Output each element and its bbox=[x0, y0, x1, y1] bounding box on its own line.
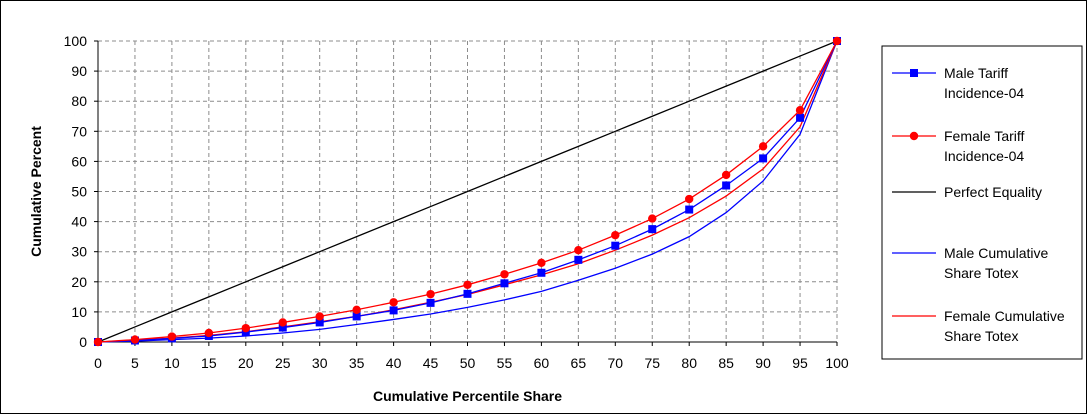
data-point-male-tariff-incidence-04 bbox=[389, 306, 398, 315]
x-tick-label: 5 bbox=[131, 355, 139, 371]
x-tick-label: 45 bbox=[423, 355, 439, 371]
data-point-male-tariff-incidence-04 bbox=[574, 255, 583, 264]
x-tick-label: 75 bbox=[644, 355, 660, 371]
legend-label: Female Cumulative bbox=[944, 308, 1065, 324]
x-tick-label: 80 bbox=[681, 355, 697, 371]
data-point-male-tariff-incidence-04 bbox=[500, 279, 509, 288]
y-tick-label: 40 bbox=[71, 214, 87, 230]
x-tick-label: 85 bbox=[718, 355, 734, 371]
legend-entry-male-cumulative-share-totex: Male Cumulative Share Totex bbox=[892, 245, 1048, 281]
data-point-female-tariff-incidence-04 bbox=[648, 214, 657, 223]
data-point-female-tariff-incidence-04 bbox=[278, 318, 287, 327]
x-tick-label: 35 bbox=[349, 355, 365, 371]
tick-labels: 0 10 20 30 40 50 60 70 80 90 100 0 5 10 15 20 25 30 35 40 45… bbox=[64, 33, 849, 371]
data-point-female-tariff-incidence-04 bbox=[685, 194, 694, 204]
y-tick-label: 0 bbox=[79, 334, 87, 350]
series-line-male-cumulative-share-totex bbox=[97, 40, 838, 343]
x-tick-label: 90 bbox=[755, 355, 771, 371]
series-male-cumulative-share-totex bbox=[97, 40, 838, 343]
data-point-female-tariff-incidence-04 bbox=[574, 245, 583, 255]
legend: Male Tariff Incidence-04 Female Tariff Inci… bbox=[881, 45, 1083, 360]
series-female-tariff-incidence-04 bbox=[93, 36, 842, 347]
data-point-male-tariff-incidence-04 bbox=[722, 181, 731, 190]
y-tick-label: 70 bbox=[71, 123, 87, 139]
x-tick-label: 30 bbox=[312, 355, 328, 371]
data-point-female-tariff-incidence-04 bbox=[463, 280, 472, 290]
data-point-female-tariff-incidence-04 bbox=[832, 36, 842, 46]
data-point-female-tariff-incidence-04 bbox=[611, 230, 620, 240]
data-point-female-tariff-incidence-04 bbox=[93, 337, 103, 347]
legend-box bbox=[881, 45, 1083, 360]
axes bbox=[94, 40, 838, 346]
data-point-male-tariff-incidence-04 bbox=[463, 289, 472, 298]
data-point-female-tariff-incidence-04 bbox=[500, 270, 509, 279]
x-tick-label: 60 bbox=[534, 355, 550, 371]
legend-entry-perfect-equality: Perfect Equality bbox=[892, 184, 1042, 200]
data-point-male-tariff-incidence-04 bbox=[352, 312, 361, 321]
x-tick-label: 65 bbox=[571, 355, 587, 371]
data-point-female-tariff-incidence-04 bbox=[537, 258, 546, 268]
legend-label: Male Tariff bbox=[944, 65, 1008, 81]
x-axis-title: Cumulative Percentile Share bbox=[373, 388, 562, 404]
x-tick-label: 55 bbox=[497, 355, 513, 371]
x-tick-label: 20 bbox=[238, 355, 254, 371]
legend-label: Share Totex bbox=[944, 265, 1018, 281]
x-tick-label: 100 bbox=[825, 355, 849, 371]
legend-label: Incidence-04 bbox=[944, 148, 1024, 164]
y-tick-label: 30 bbox=[71, 244, 87, 260]
y-tick-label: 100 bbox=[64, 33, 88, 49]
x-tick-label: 95 bbox=[792, 355, 808, 371]
data-point-female-tariff-incidence-04 bbox=[721, 170, 731, 180]
data-point-male-tariff-incidence-04 bbox=[611, 241, 620, 250]
x-tick-label: 0 bbox=[94, 355, 102, 371]
x-tick-label: 50 bbox=[460, 355, 476, 371]
legend-label: Share Totex bbox=[944, 328, 1018, 344]
legend-entry-female-tariff-incidence-04: Female Tariff Incidence-04 bbox=[892, 128, 1025, 164]
data-point-male-tariff-incidence-04 bbox=[426, 298, 435, 307]
data-point-male-tariff-incidence-04 bbox=[685, 205, 694, 214]
data-point-male-tariff-incidence-04 bbox=[278, 323, 287, 332]
data-point-female-tariff-incidence-04 bbox=[426, 289, 435, 299]
legend-label: Male Cumulative bbox=[944, 245, 1048, 261]
series-line-perfect-equality bbox=[97, 40, 838, 343]
y-tick-label: 80 bbox=[71, 93, 87, 109]
data-point-male-tariff-incidence-04 bbox=[648, 225, 657, 234]
data-point-male-tariff-incidence-04 bbox=[759, 154, 768, 163]
data-point-male-tariff-incidence-04 bbox=[537, 268, 546, 277]
data-point-female-tariff-incidence-04 bbox=[389, 298, 398, 307]
y-tick-label: 50 bbox=[71, 184, 87, 200]
y-tick-label: 20 bbox=[71, 274, 87, 290]
data-point-female-tariff-incidence-04 bbox=[204, 328, 214, 338]
data-point-female-tariff-incidence-04 bbox=[315, 312, 324, 321]
legend-entry-female-cumulative-share-totex: Female Cumulative Share Totex bbox=[892, 308, 1065, 344]
x-tick-label: 25 bbox=[275, 355, 291, 371]
legend-swatch-marker bbox=[910, 69, 918, 77]
grid-lines bbox=[98, 40, 838, 342]
x-tick-label: 15 bbox=[201, 355, 217, 371]
y-axis-title: Cumulative Percent bbox=[28, 126, 44, 257]
series-perfect-equality bbox=[97, 40, 838, 343]
x-tick-label: 40 bbox=[386, 355, 402, 371]
data-point-female-tariff-incidence-04 bbox=[795, 106, 805, 115]
y-tick-label: 10 bbox=[71, 304, 87, 320]
data-point-male-tariff-incidence-04 bbox=[796, 113, 805, 122]
data-point-female-tariff-incidence-04 bbox=[167, 332, 177, 341]
y-tick-label: 90 bbox=[71, 63, 87, 79]
legend-entry-male-tariff-incidence-04: Male Tariff Incidence-04 bbox=[892, 65, 1024, 101]
legend-label: Female Tariff bbox=[944, 128, 1025, 144]
data-point-female-tariff-incidence-04 bbox=[352, 305, 361, 314]
series-layer bbox=[93, 36, 842, 347]
data-point-male-tariff-incidence-04 bbox=[315, 318, 324, 327]
legend-label: Incidence-04 bbox=[944, 85, 1024, 101]
x-tick-label: 70 bbox=[608, 355, 624, 371]
data-point-female-tariff-incidence-04 bbox=[758, 142, 768, 151]
data-point-female-tariff-incidence-04 bbox=[241, 323, 250, 333]
x-tick-label: 10 bbox=[164, 355, 180, 371]
data-point-female-tariff-incidence-04 bbox=[130, 335, 140, 344]
y-tick-label: 60 bbox=[71, 153, 87, 169]
legend-swatch-marker bbox=[909, 131, 919, 141]
legend-label: Perfect Equality bbox=[944, 184, 1042, 200]
